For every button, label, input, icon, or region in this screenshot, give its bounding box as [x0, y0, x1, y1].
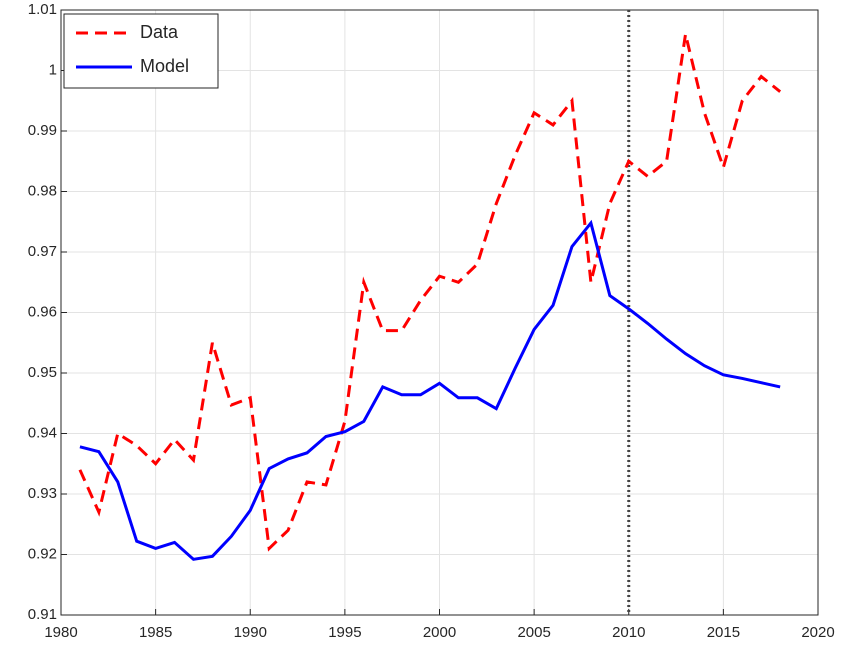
y-tick-label: 1.01 — [28, 1, 57, 18]
data-line — [78, 33, 782, 552]
y-tick-label: 0.92 — [28, 545, 57, 562]
legend-label: Data — [140, 22, 179, 42]
y-tick-label: 0.91 — [28, 606, 57, 623]
x-tick-label: 2015 — [707, 624, 740, 641]
x-tick-label: 1980 — [44, 624, 77, 641]
axes-box — [60, 9, 819, 616]
y-tick-label: 1 — [49, 61, 57, 78]
data-line — [79, 219, 781, 561]
y-tick-label: 0.97 — [28, 243, 57, 260]
y-tick-label: 0.98 — [28, 182, 57, 199]
y-tick-label: 0.96 — [28, 303, 57, 320]
legend-label: Model — [140, 56, 189, 76]
x-tick-label: 2010 — [612, 624, 645, 641]
legend-box — [63, 13, 219, 89]
x-tick-label: 2000 — [423, 624, 456, 641]
legend: Data Model — [63, 13, 219, 89]
x-tick-label: 1985 — [139, 624, 172, 641]
x-tick-label: 1990 — [234, 624, 267, 641]
x-tick-label: 1995 — [328, 624, 361, 641]
y-tick-label: 0.94 — [28, 424, 57, 441]
y-tick-label: 0.93 — [28, 485, 57, 502]
y-tick-label: 0.95 — [28, 364, 57, 381]
y-tick-label: 0.99 — [28, 122, 57, 139]
x-tick-label: 2020 — [801, 624, 834, 641]
x-tick-label: 2005 — [517, 624, 550, 641]
